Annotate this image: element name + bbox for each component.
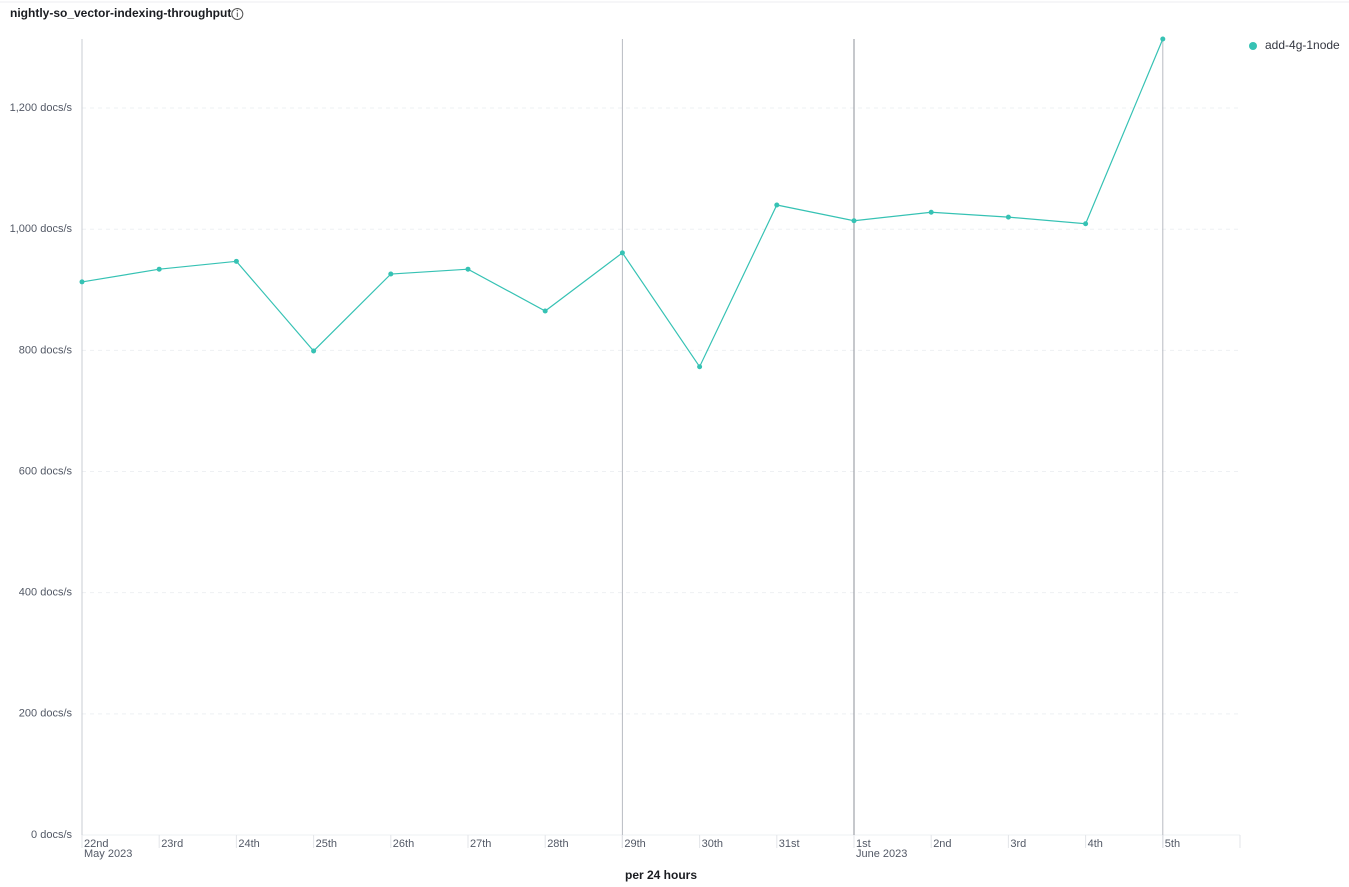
data-point [774,202,780,208]
x-tick-label: 31st [779,838,800,850]
y-tick-label: 0 docs/s [31,829,72,841]
x-tick-label: 4th [1088,838,1103,850]
data-point [542,308,548,314]
x-tick-label: 30th [702,838,723,850]
y-tick-label: 600 docs/s [19,465,73,477]
data-point [1005,214,1011,220]
x-tick-label: 25th [316,838,337,850]
x-tick-label: 28th [547,838,568,850]
data-point [311,348,317,354]
x-sublabel: May 2023 [84,848,132,860]
info-icon[interactable] [231,8,244,20]
y-tick-label: 1,200 docs/s [10,102,73,114]
x-tick-label: 27th [470,838,491,850]
data-point [79,279,85,285]
x-tick-label: 29th [624,838,645,850]
data-point [233,258,239,264]
x-tick-label: 3rd [1010,838,1026,850]
x-tick-label: 26th [393,838,414,850]
chart-title: nightly-so_vector-indexing-throughput [10,6,231,20]
data-point [697,364,703,370]
x-tick-label: 1st [856,838,871,850]
data-point [928,209,934,215]
x-tick-label: 22nd [84,838,108,850]
x-tick-label: 23rd [161,838,183,850]
x-tick-label: 2nd [933,838,951,850]
y-tick-label: 800 docs/s [19,344,73,356]
x-axis-label: per 24 hours [625,868,697,882]
legend-marker [1249,42,1257,50]
data-point [388,271,394,277]
data-point [851,218,857,224]
y-tick-label: 1,000 docs/s [10,223,73,235]
data-point [1083,221,1089,227]
data-point [156,266,162,272]
x-sublabel: June 2023 [856,848,907,860]
x-tick-label: 24th [238,838,259,850]
x-tick-label: 5th [1165,838,1180,850]
legend-label: add-4g-1node [1265,38,1340,52]
data-point [619,250,625,256]
data-point [465,266,471,272]
y-tick-label: 400 docs/s [19,587,73,599]
data-point [1160,36,1166,42]
y-tick-label: 200 docs/s [19,708,73,720]
